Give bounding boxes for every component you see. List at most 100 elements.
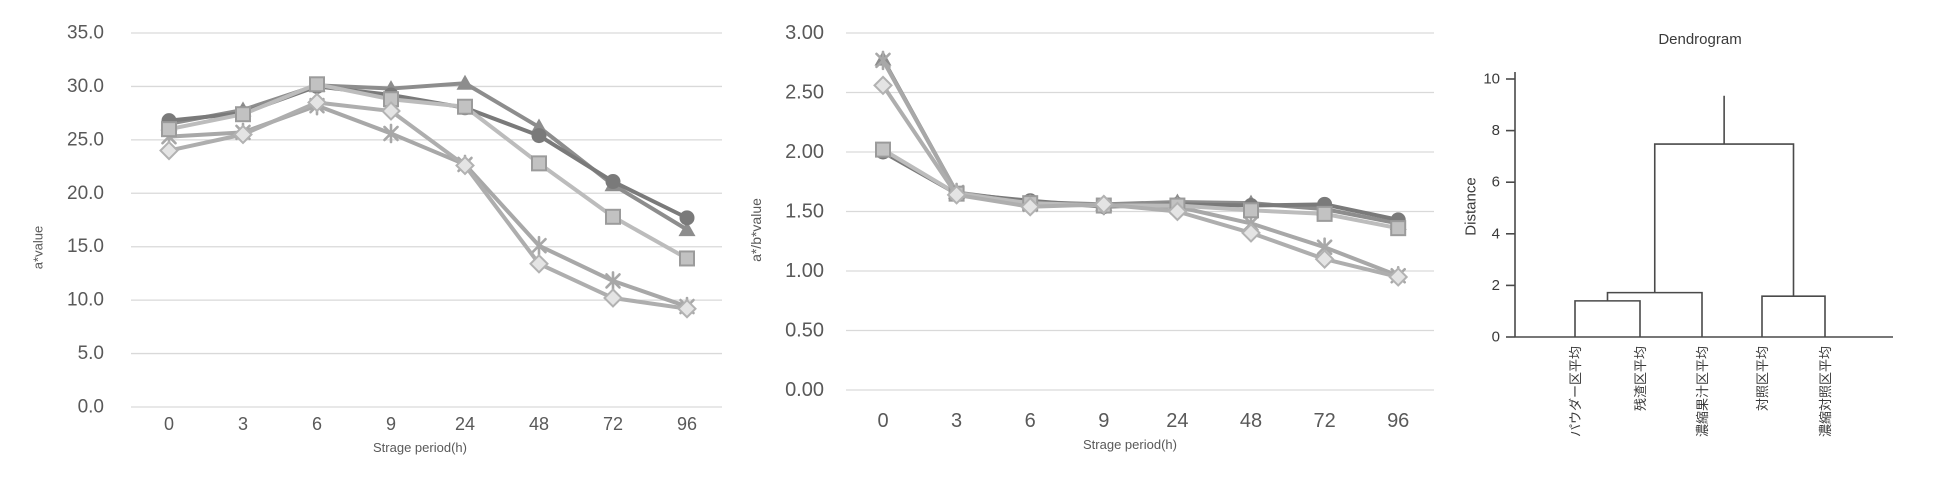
x-tick-label: 96	[1387, 410, 1409, 432]
y-tick-label: 2	[1492, 277, 1500, 294]
diamond-marker	[1241, 223, 1261, 243]
square-marker	[309, 76, 325, 93]
asterisk-marker	[383, 123, 399, 144]
y-tick-label: 1.00	[785, 260, 824, 282]
diamond-marker	[1093, 194, 1114, 215]
x-tick-label: 24	[1166, 410, 1188, 432]
square-marker	[457, 98, 473, 115]
leaf-label: 対照区平均	[1755, 346, 1770, 411]
square-marker	[161, 121, 177, 138]
triangle-marker	[456, 74, 474, 90]
x-tick-label: 48	[1240, 410, 1262, 432]
leaf-label: パウダー区平均	[1568, 346, 1583, 437]
diamond-series	[159, 92, 697, 319]
diamond-marker	[381, 101, 401, 121]
square-series-line	[167, 82, 689, 261]
y-tick-label: 2.00	[785, 141, 824, 163]
dendrogram-link	[1574, 300, 1641, 337]
y-tick-label: 10	[1483, 71, 1500, 88]
x-tick-label: 48	[529, 414, 549, 434]
y-tick-label: 35.0	[67, 23, 104, 44]
square-marker	[531, 155, 547, 172]
square-series	[161, 76, 695, 267]
diamond-series-line	[881, 83, 1401, 279]
diamond-marker	[1020, 196, 1041, 217]
diamond-marker	[159, 140, 179, 161]
circle-marker	[679, 210, 695, 226]
dendrogram-link	[1606, 291, 1703, 337]
diamond-marker	[1167, 201, 1188, 222]
circle-series	[161, 78, 695, 226]
x-tick-label: 6	[1025, 410, 1036, 432]
y-tick-label: 0.00	[785, 379, 824, 401]
diamond-marker	[455, 155, 475, 176]
leaf-label: 残渣区平均	[1633, 346, 1648, 411]
dendrogram-link	[1761, 295, 1826, 337]
dendrogram-title: Dendrogram	[1658, 31, 1742, 48]
diamond-marker	[233, 124, 253, 145]
diamond-marker	[1314, 249, 1335, 270]
y-tick-label: 25.0	[67, 129, 104, 150]
circle-series-line	[167, 84, 689, 220]
triangle-marker	[678, 221, 696, 237]
a-value-chart: 35.0 30.0 25.0 20.0 15.0 10.0 5.0 0.0 0 3 6 9 24 48 72…	[67, 23, 722, 434]
diamond-marker	[1388, 267, 1409, 287]
square-marker	[235, 106, 251, 123]
y-tick-label: 5.0	[78, 343, 104, 364]
square-marker	[875, 141, 891, 158]
x-tick-label: 9	[386, 414, 396, 434]
leaf-label: 濃縮果汁区平均	[1695, 346, 1710, 437]
square-marker	[605, 208, 621, 225]
y-tick-label: 2.50	[785, 82, 824, 104]
y-tick-label: 30.0	[67, 76, 104, 97]
x-tick-label: 6	[312, 414, 322, 434]
x-tick-label: 0	[164, 414, 174, 434]
square-marker	[679, 250, 695, 267]
x-tick-label: 9	[1098, 410, 1109, 432]
y-tick-label: 4	[1492, 225, 1500, 242]
x-tick-label: 3	[951, 410, 962, 432]
diamond-series-line	[167, 100, 689, 311]
x-tick-label: 24	[455, 414, 475, 434]
y-tick-label: 15.0	[67, 236, 104, 257]
asterisk-series	[875, 50, 1406, 286]
y-tick-label: 10.0	[67, 290, 104, 311]
square-marker	[1390, 220, 1407, 237]
diamond-marker	[307, 92, 327, 113]
diamond-marker	[603, 288, 623, 308]
y-tick-label: 0.0	[78, 397, 104, 418]
x-tick-label: 72	[1313, 410, 1335, 432]
square-marker	[1243, 202, 1259, 219]
dendrogram-link	[1653, 143, 1795, 297]
x-tick-label: 3	[238, 414, 248, 434]
chart1-x-axis-title: Strage period(h)	[373, 440, 467, 455]
circle-marker	[605, 174, 621, 190]
square-marker	[1316, 205, 1333, 222]
circle-marker	[531, 128, 547, 144]
y-tick-label: 1.50	[785, 201, 824, 223]
asterisk-marker	[605, 271, 621, 291]
x-tick-label: 96	[677, 414, 697, 434]
chart2-x-axis-title: Strage period(h)	[1083, 437, 1177, 452]
leaf-label: 濃縮対照区平均	[1818, 346, 1833, 437]
dendrogram-plot: 10 8 6 4 2 0 パウダー区平均 残渣区平均 濃縮果汁区平均 対照区平均 濃縮対照区平均	[1483, 71, 1893, 437]
chart1-y-axis-title: a*value	[30, 225, 46, 270]
dendrogram-y-axis-title: Distance	[1462, 177, 1480, 236]
diamond-marker	[873, 75, 893, 96]
diamond-marker	[946, 184, 967, 205]
x-tick-label: 72	[603, 414, 623, 434]
y-tick-label: 0.50	[785, 320, 824, 342]
diamond-marker	[677, 298, 697, 319]
y-tick-label: 20.0	[67, 183, 104, 204]
a-b-ratio-chart: 3.00 2.50 2.00 1.50 1.00 0.50 0.00 0 3 6 9 24 48 72 96	[785, 22, 1434, 432]
y-tick-label: 6	[1492, 174, 1500, 191]
asterisk-marker	[531, 235, 547, 256]
chart2-y-axis-title: a*/b*value	[748, 198, 764, 262]
y-tick-label: 8	[1492, 122, 1500, 139]
diamond-marker	[529, 253, 549, 274]
triangle-series-line	[167, 81, 689, 232]
x-tick-label: 0	[877, 410, 888, 432]
diamond-series	[873, 75, 1409, 287]
